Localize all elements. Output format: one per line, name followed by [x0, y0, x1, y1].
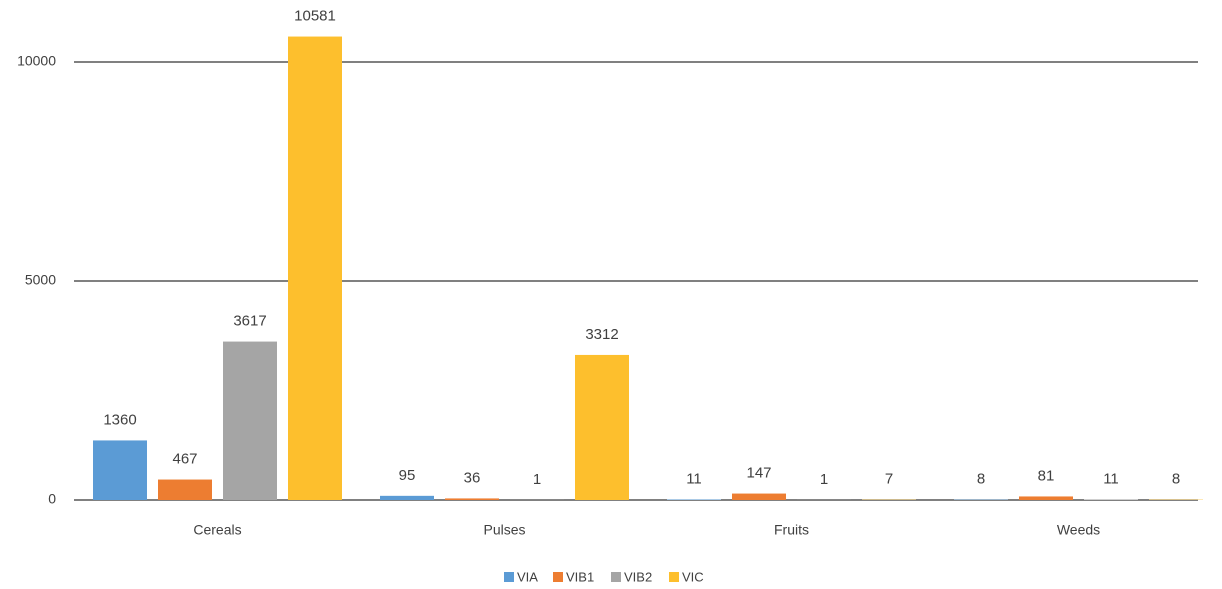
bar	[1019, 496, 1073, 500]
data-label: 95	[399, 467, 416, 484]
data-label: 10581	[294, 8, 336, 25]
x-tick-label: Fruits	[774, 522, 809, 538]
data-label: 8	[977, 471, 985, 488]
data-label: 147	[746, 465, 771, 482]
data-label: 3312	[585, 326, 618, 343]
x-tick-label: Cereals	[193, 522, 241, 538]
x-tick-label: Pulses	[483, 522, 525, 538]
data-label: 1	[820, 471, 828, 488]
bar	[732, 493, 786, 500]
data-label: 3617	[233, 313, 266, 330]
data-label: 7	[885, 471, 893, 488]
y-tick-label: 5000	[25, 272, 56, 288]
bar	[223, 341, 277, 500]
legend-swatch	[611, 572, 621, 582]
legend-label: VIC	[682, 569, 704, 584]
bar	[380, 495, 434, 500]
bar	[445, 498, 499, 500]
y-tick-label: 0	[48, 491, 56, 507]
bar	[575, 354, 629, 500]
bar	[288, 36, 342, 501]
legend-label: VIA	[517, 569, 538, 584]
legend-swatch	[504, 572, 514, 582]
data-label: 1	[533, 471, 541, 488]
y-tick-label: 10000	[17, 53, 56, 69]
legend-label: VIB2	[624, 569, 652, 584]
data-label: 11	[1103, 470, 1119, 487]
x-tick-label: Weeds	[1057, 522, 1100, 538]
legend-swatch	[669, 572, 679, 582]
legend-label: VIB1	[566, 569, 594, 584]
data-label: 1360	[103, 411, 136, 428]
data-label: 81	[1038, 467, 1055, 484]
data-label: 11	[686, 470, 702, 487]
legend-swatch	[553, 572, 563, 582]
data-label: 36	[464, 469, 481, 486]
data-label: 8	[1172, 471, 1180, 488]
bar	[158, 479, 212, 500]
data-label: 467	[172, 451, 197, 468]
bar	[93, 440, 147, 500]
